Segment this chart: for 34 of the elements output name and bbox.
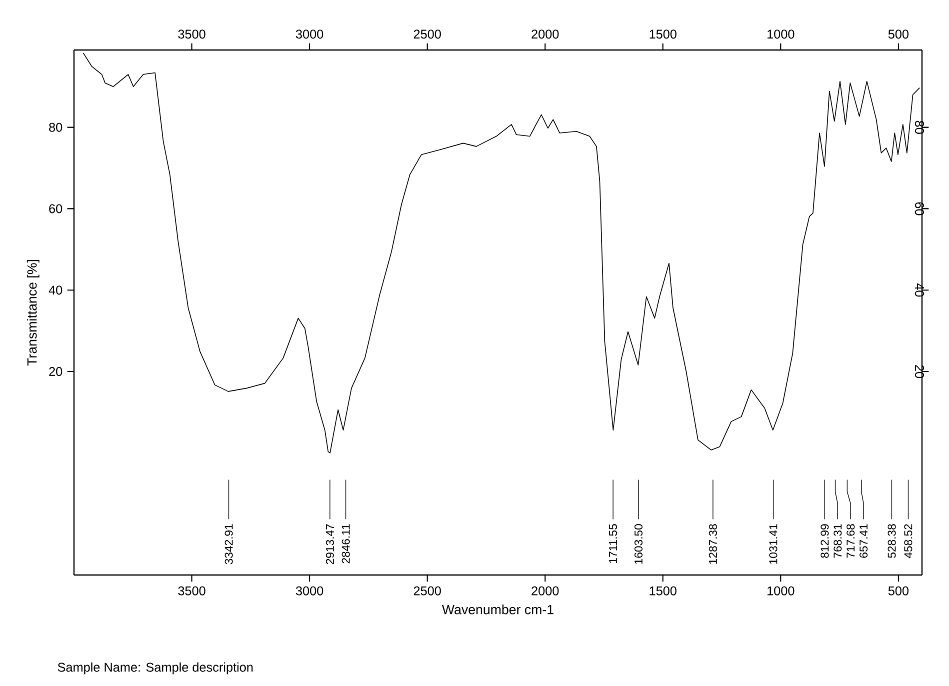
y-axis-title: Transmittance [%] xyxy=(26,260,40,366)
x-tick-label: 2000 xyxy=(532,30,559,39)
y-tick-label: 20 xyxy=(49,367,62,376)
x-tick-label: 3000 xyxy=(296,30,324,39)
x2-tick-label: 1500 xyxy=(650,586,676,596)
y-tick-label: 60 xyxy=(49,204,62,214)
x2-tick-label: 2000 xyxy=(532,586,559,596)
y-tick-label: 80 xyxy=(49,122,62,132)
annotation: 717.68 xyxy=(846,524,855,558)
annotation: 458.52 xyxy=(904,524,912,558)
annotation: 812.99 xyxy=(820,524,829,558)
x2-tick-label: 2500 xyxy=(414,586,441,596)
x2-tick-label: 3500 xyxy=(178,586,206,596)
annotation: 3342.91 xyxy=(224,524,233,564)
annotation: 1711.55 xyxy=(609,524,617,563)
x2-tick-label: 1000 xyxy=(768,586,794,596)
x-tick-label: 1500 xyxy=(650,30,676,39)
text: Sample Name: Sample description xyxy=(58,662,253,674)
annotation: 2913.47 xyxy=(326,524,334,564)
x-tick-label: 500 xyxy=(888,30,909,39)
annotation: 657.41 xyxy=(860,524,868,558)
annotation: 2846.11 xyxy=(342,524,350,564)
annotation: 1603.50 xyxy=(634,524,643,564)
annotation: 1287.38 xyxy=(708,524,717,564)
annotation: 1031.41 xyxy=(769,524,778,564)
x-tick-label: 3500 xyxy=(178,30,206,39)
annotation: 528.38 xyxy=(888,524,896,558)
x2-tick-label: 500 xyxy=(888,586,909,596)
x-tick-label: 2500 xyxy=(414,30,441,39)
y-tick-label: 40 xyxy=(48,286,62,295)
x2-tick-label: 3000 xyxy=(296,586,324,596)
x-tick-label: 1000 xyxy=(768,30,794,39)
x-axis-title: Wavenumber cm-1 xyxy=(442,604,554,614)
annotation: 768.31 xyxy=(834,524,842,558)
